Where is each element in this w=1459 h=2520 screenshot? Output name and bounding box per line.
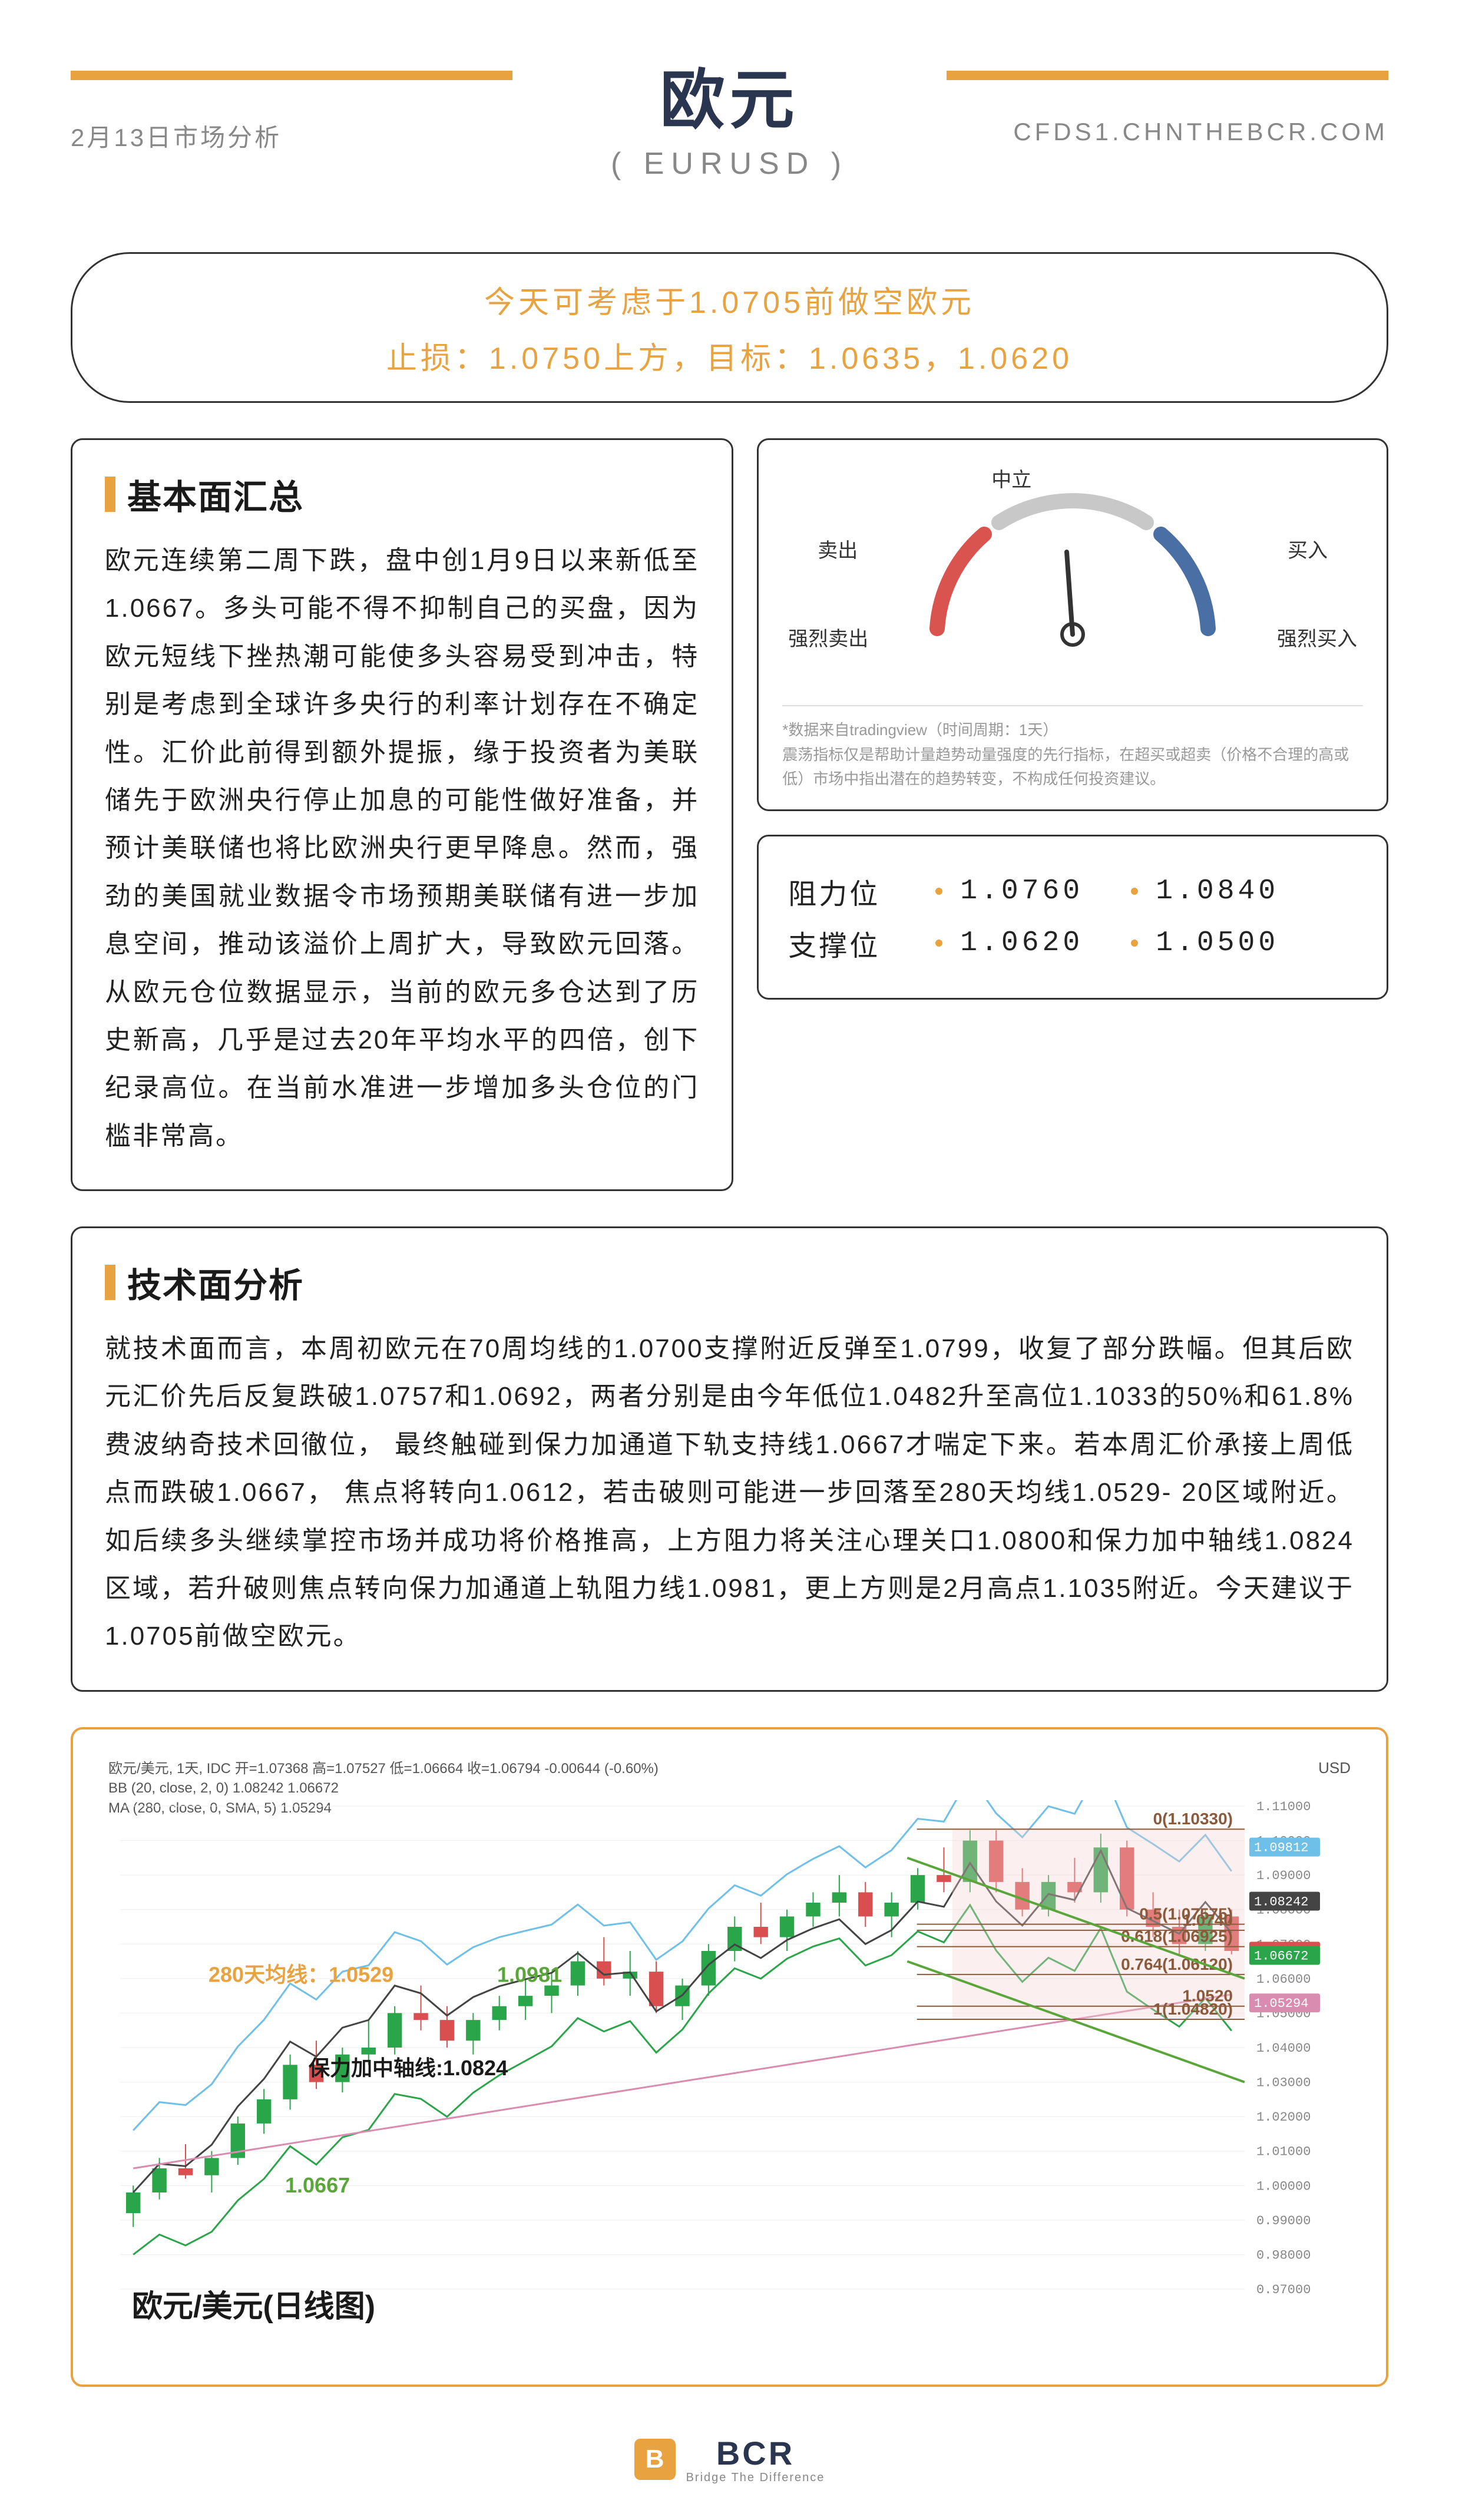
header-accent-left	[71, 71, 512, 80]
svg-text:1.0667: 1.0667	[285, 2173, 350, 2197]
support-value-2: 1.0500	[1156, 927, 1309, 959]
svg-text:0.98000: 0.98000	[1256, 2248, 1311, 2263]
header-date: 2月13日市场分析	[71, 118, 282, 154]
header-accent-right	[947, 71, 1388, 80]
svg-text:0.97000: 0.97000	[1256, 2283, 1311, 2297]
svg-text:1.09812: 1.09812	[1254, 1840, 1308, 1855]
support-row: 支撑位 1.0620 1.0500	[788, 922, 1357, 964]
chart-meta-bb: BB (20, close, 2, 0) 1.08242 1.06672	[108, 1778, 659, 1798]
header-url: CFDS1.CHNTHEBCR.COM	[1013, 118, 1388, 146]
svg-text:0.99000: 0.99000	[1256, 2214, 1311, 2228]
level-dot-icon	[935, 940, 942, 947]
resistance-value-2: 1.0840	[1156, 875, 1309, 907]
fundamental-card: 基本面汇总 欧元连续第二周下跌，盘中创1月9日以来新低至1.0667。多头可能不…	[71, 438, 733, 1191]
level-dot-icon	[1131, 888, 1138, 895]
level-dot-icon	[935, 888, 942, 895]
svg-text:1.04000: 1.04000	[1256, 2041, 1311, 2056]
svg-text:280天均线：1.0529: 280天均线：1.0529	[209, 1963, 393, 1987]
technical-card: 技术面分析 就技术面而言，本周初欧元在70周均线的1.0700支撑附近反弹至1.…	[71, 1226, 1388, 1692]
levels-card: 阻力位 1.0760 1.0840 支撑位 1.0620 1.0500	[757, 835, 1388, 1000]
brand-logo-icon: B	[634, 2439, 676, 2480]
svg-text:1.06000: 1.06000	[1256, 1972, 1311, 1987]
svg-text:1.03000: 1.03000	[1256, 2075, 1311, 2090]
gauge-source: *数据来自tradingview（时间周期：1天）	[782, 718, 1363, 743]
svg-text:1.01000: 1.01000	[1256, 2145, 1311, 2159]
level-dot-icon	[1131, 940, 1138, 947]
recommendation-targets: 止损：1.0750上方，目标：1.0635，1.0620	[108, 333, 1351, 378]
title-accent-bar	[105, 1265, 115, 1300]
svg-text:1.00000: 1.00000	[1256, 2179, 1311, 2194]
sentiment-gauge-card: 卖出 中立 买入 强烈卖出 强烈买入 *数据来自tradingview（时间周期…	[757, 438, 1388, 811]
resistance-label: 阻力位	[788, 871, 918, 912]
gauge-label-buy: 买入	[1288, 534, 1328, 563]
svg-text:保力加中轴线:1.0824: 保力加中轴线:1.0824	[309, 2056, 508, 2080]
page-header: 欧元 ( EURUSD ) 2月13日市场分析 CFDS1.CHNTHEBCR.…	[0, 0, 1459, 205]
gauge-footnote: *数据来自tradingview（时间周期：1天） 震荡指标仅是帮助计量趋势动量…	[782, 705, 1363, 792]
technical-title: 技术面分析	[127, 1258, 304, 1307]
svg-text:0.618(1.06925): 0.618(1.06925)	[1121, 1927, 1233, 1945]
technical-body: 就技术面而言，本周初欧元在70周均线的1.0700支撑附近反弹至1.0799，收…	[105, 1325, 1354, 1661]
svg-text:1.06672: 1.06672	[1254, 1949, 1308, 1963]
fundamental-body: 欧元连续第二周下跌，盘中创1月9日以来新低至1.0667。多头可能不得不抑制自己…	[105, 537, 699, 1160]
gauge-label-sell: 卖出	[818, 534, 858, 563]
chart-currency-label: USD	[1318, 1759, 1351, 1777]
svg-text:1.09000: 1.09000	[1256, 1868, 1311, 1883]
gauge-label-neutral: 中立	[991, 464, 1031, 492]
resistance-row: 阻力位 1.0760 1.0840	[788, 871, 1357, 912]
gauge-label-strong-buy: 强烈买入	[1277, 623, 1357, 652]
gauge-label-strong-sell: 强烈卖出	[788, 623, 868, 652]
svg-text:1.0981: 1.0981	[497, 1963, 562, 1987]
svg-text:1.05294: 1.05294	[1254, 1996, 1308, 2011]
page-footer: B BCR Bridge The Difference	[0, 2387, 1459, 2520]
support-label: 支撑位	[788, 922, 918, 964]
chart-title: 欧元/美元(日线图)	[132, 2281, 375, 2326]
price-chart-card: 欧元/美元, 1天, IDC 开=1.07368 高=1.07527 低=1.0…	[71, 1727, 1388, 2387]
support-value-1: 1.0620	[960, 927, 1113, 959]
price-chart: 1.110001.100001.090001.080001.070001.060…	[97, 1800, 1362, 2319]
gauge-disclaimer: 震荡指标仅是帮助计量趋势动量强度的先行指标，在超买或超卖（价格不合理的高或低）市…	[782, 743, 1363, 792]
svg-text:1.11000: 1.11000	[1256, 1800, 1311, 1814]
svg-text:0.764(1.06120): 0.764(1.06120)	[1121, 1955, 1233, 1973]
svg-text:1.08242: 1.08242	[1254, 1894, 1308, 1909]
recommendation-entry: 今天可考虑于1.0705前做空欧元	[108, 277, 1351, 322]
svg-text:1(1.04820): 1(1.04820)	[1153, 2000, 1233, 2018]
recommendation-card: 今天可考虑于1.0705前做空欧元 止损：1.0750上方，目标：1.0635，…	[71, 252, 1388, 403]
chart-meta-ohlc: 欧元/美元, 1天, IDC 开=1.07368 高=1.07527 低=1.0…	[108, 1759, 659, 1779]
svg-text:0.5(1.07575): 0.5(1.07575)	[1139, 1904, 1233, 1923]
brand-tagline: Bridge The Difference	[686, 2471, 825, 2485]
svg-text:0(1.10330): 0(1.10330)	[1153, 1810, 1233, 1828]
sentiment-gauge: 卖出 中立 买入 强烈卖出 强烈买入	[782, 464, 1363, 687]
fundamental-title: 基本面汇总	[127, 469, 304, 519]
brand-name: BCR	[686, 2434, 825, 2472]
title-accent-bar	[105, 477, 115, 512]
resistance-value-1: 1.0760	[960, 875, 1113, 907]
svg-text:1.02000: 1.02000	[1256, 2110, 1311, 2125]
